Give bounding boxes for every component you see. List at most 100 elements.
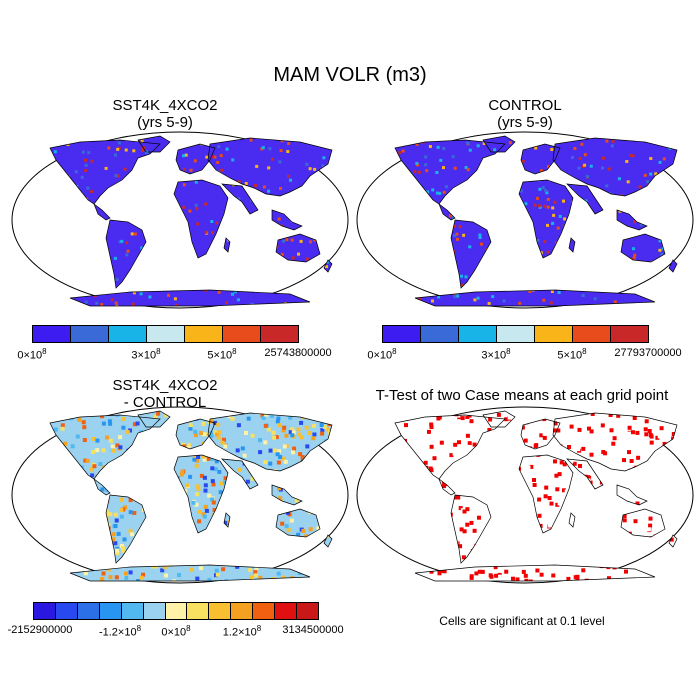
coastline bbox=[173, 179, 229, 259]
colorbar-swatch bbox=[421, 326, 459, 342]
coastline bbox=[137, 135, 171, 153]
coastline bbox=[482, 410, 516, 428]
coastline bbox=[566, 183, 604, 215]
colorbar-swatch bbox=[185, 326, 223, 342]
colorbar-swatch bbox=[253, 603, 276, 619]
colorbar-label-mid: 3×108 bbox=[131, 347, 161, 362]
colorbar-swatch bbox=[497, 326, 535, 342]
colorbar-label-mid: 0×108 bbox=[161, 624, 191, 639]
coastline bbox=[69, 289, 311, 307]
coastline bbox=[552, 412, 678, 472]
map-bottom-left bbox=[11, 406, 349, 584]
coastline bbox=[520, 143, 561, 175]
coastline bbox=[105, 219, 147, 289]
colorbar-swatch bbox=[147, 326, 185, 342]
colorbar-label-max: 3134500000 bbox=[282, 624, 344, 636]
coastline bbox=[275, 233, 321, 263]
coastline bbox=[49, 139, 161, 205]
coastline bbox=[394, 139, 506, 205]
colorbar-swatch bbox=[55, 603, 78, 619]
coastline bbox=[323, 534, 333, 548]
panel-title-bottom-right: T-Test of two Case means at each grid po… bbox=[342, 387, 700, 404]
coastline bbox=[450, 219, 492, 289]
map-top-left bbox=[11, 131, 349, 309]
coastline bbox=[566, 458, 604, 490]
coastline bbox=[668, 534, 678, 548]
colorbar-swatch bbox=[187, 603, 210, 619]
coastline bbox=[450, 494, 492, 564]
coastline bbox=[221, 458, 259, 490]
coastline bbox=[175, 143, 216, 175]
colorbar-swatch bbox=[143, 603, 166, 619]
coastline bbox=[394, 414, 506, 480]
colorbar-label-mid: 5×108 bbox=[557, 347, 587, 362]
colorbar-label-min: 0×108 bbox=[17, 347, 47, 362]
panel-title-top-right: CONTROL (yrs 5-9) bbox=[405, 97, 645, 131]
colorbar-label-mid: 3×108 bbox=[481, 347, 511, 362]
colorbar-swatch bbox=[459, 326, 497, 342]
colorbar-label-min: -2152900000 bbox=[7, 624, 73, 636]
colorbar-swatch bbox=[275, 603, 298, 619]
colorbar-top-right bbox=[382, 325, 649, 343]
coastline bbox=[438, 202, 456, 221]
panel-title-line2: (yrs 5-9) bbox=[137, 114, 193, 131]
coastline bbox=[173, 454, 229, 534]
colorbar-swatch bbox=[33, 326, 71, 342]
colorbar-swatch bbox=[297, 603, 318, 619]
colorbar-label-max: 27793700000 bbox=[614, 347, 682, 359]
coastline bbox=[668, 259, 678, 273]
coastline bbox=[93, 202, 111, 221]
coastline bbox=[49, 414, 161, 480]
colorbar-swatch bbox=[71, 326, 109, 342]
colorbar-swatch bbox=[77, 603, 100, 619]
colorbar-label-mid: -1.2×108 bbox=[98, 624, 142, 639]
coastline bbox=[105, 494, 147, 564]
coastline bbox=[620, 233, 666, 263]
colorbar-label-max: 25743800000 bbox=[264, 347, 332, 359]
coastline bbox=[323, 259, 333, 273]
colorbar-swatch bbox=[209, 603, 232, 619]
panel-title-top-left: SST4K_4XCO2 (yrs 5-9) bbox=[45, 97, 285, 131]
colorbar-swatch bbox=[535, 326, 573, 342]
coastline bbox=[221, 183, 259, 215]
colorbar-swatch bbox=[223, 326, 261, 342]
colorbar-swatch bbox=[34, 603, 56, 619]
coastline bbox=[616, 209, 648, 231]
coastline bbox=[137, 410, 171, 428]
colorbar-bottom-left bbox=[33, 602, 319, 620]
coastline bbox=[207, 137, 333, 197]
coastline bbox=[552, 137, 678, 197]
coastline bbox=[518, 454, 574, 534]
coastline bbox=[207, 412, 333, 472]
colorbar-swatch bbox=[121, 603, 144, 619]
colorbar-swatch bbox=[383, 326, 421, 342]
coastline bbox=[271, 209, 303, 231]
map-top-right bbox=[356, 131, 694, 309]
panel-title-line1: SST4K_4XCO2 bbox=[112, 97, 218, 114]
colorbar-swatch bbox=[231, 603, 254, 619]
colorbar-swatch bbox=[165, 603, 188, 619]
colorbar-label-mid: 5×108 bbox=[207, 347, 237, 362]
panel-title-line1: SST4K_4XCO2 bbox=[112, 377, 218, 394]
panel-title-line2: (yrs 5-9) bbox=[497, 114, 553, 131]
colorbar-top-left bbox=[32, 325, 299, 343]
colorbar-swatch bbox=[611, 326, 648, 342]
coastline bbox=[620, 508, 666, 538]
coastline bbox=[223, 237, 231, 253]
coastline bbox=[616, 484, 648, 506]
coastline bbox=[93, 477, 111, 496]
coastline bbox=[271, 484, 303, 506]
coastline bbox=[520, 418, 561, 450]
panel-title-line1: T-Test of two Case means at each grid po… bbox=[375, 387, 669, 404]
coastline bbox=[482, 135, 516, 153]
significance-note: Cells are significant at 0.1 level bbox=[439, 614, 605, 628]
coastline bbox=[414, 564, 656, 582]
colorbar-swatch bbox=[109, 326, 147, 342]
colorbar-swatch bbox=[99, 603, 122, 619]
coastline bbox=[518, 179, 574, 259]
coastline bbox=[175, 418, 216, 450]
colorbar-swatch bbox=[261, 326, 298, 342]
colorbar-label-min: 0×108 bbox=[367, 347, 397, 362]
coastline bbox=[568, 237, 576, 253]
coastline bbox=[69, 564, 311, 582]
